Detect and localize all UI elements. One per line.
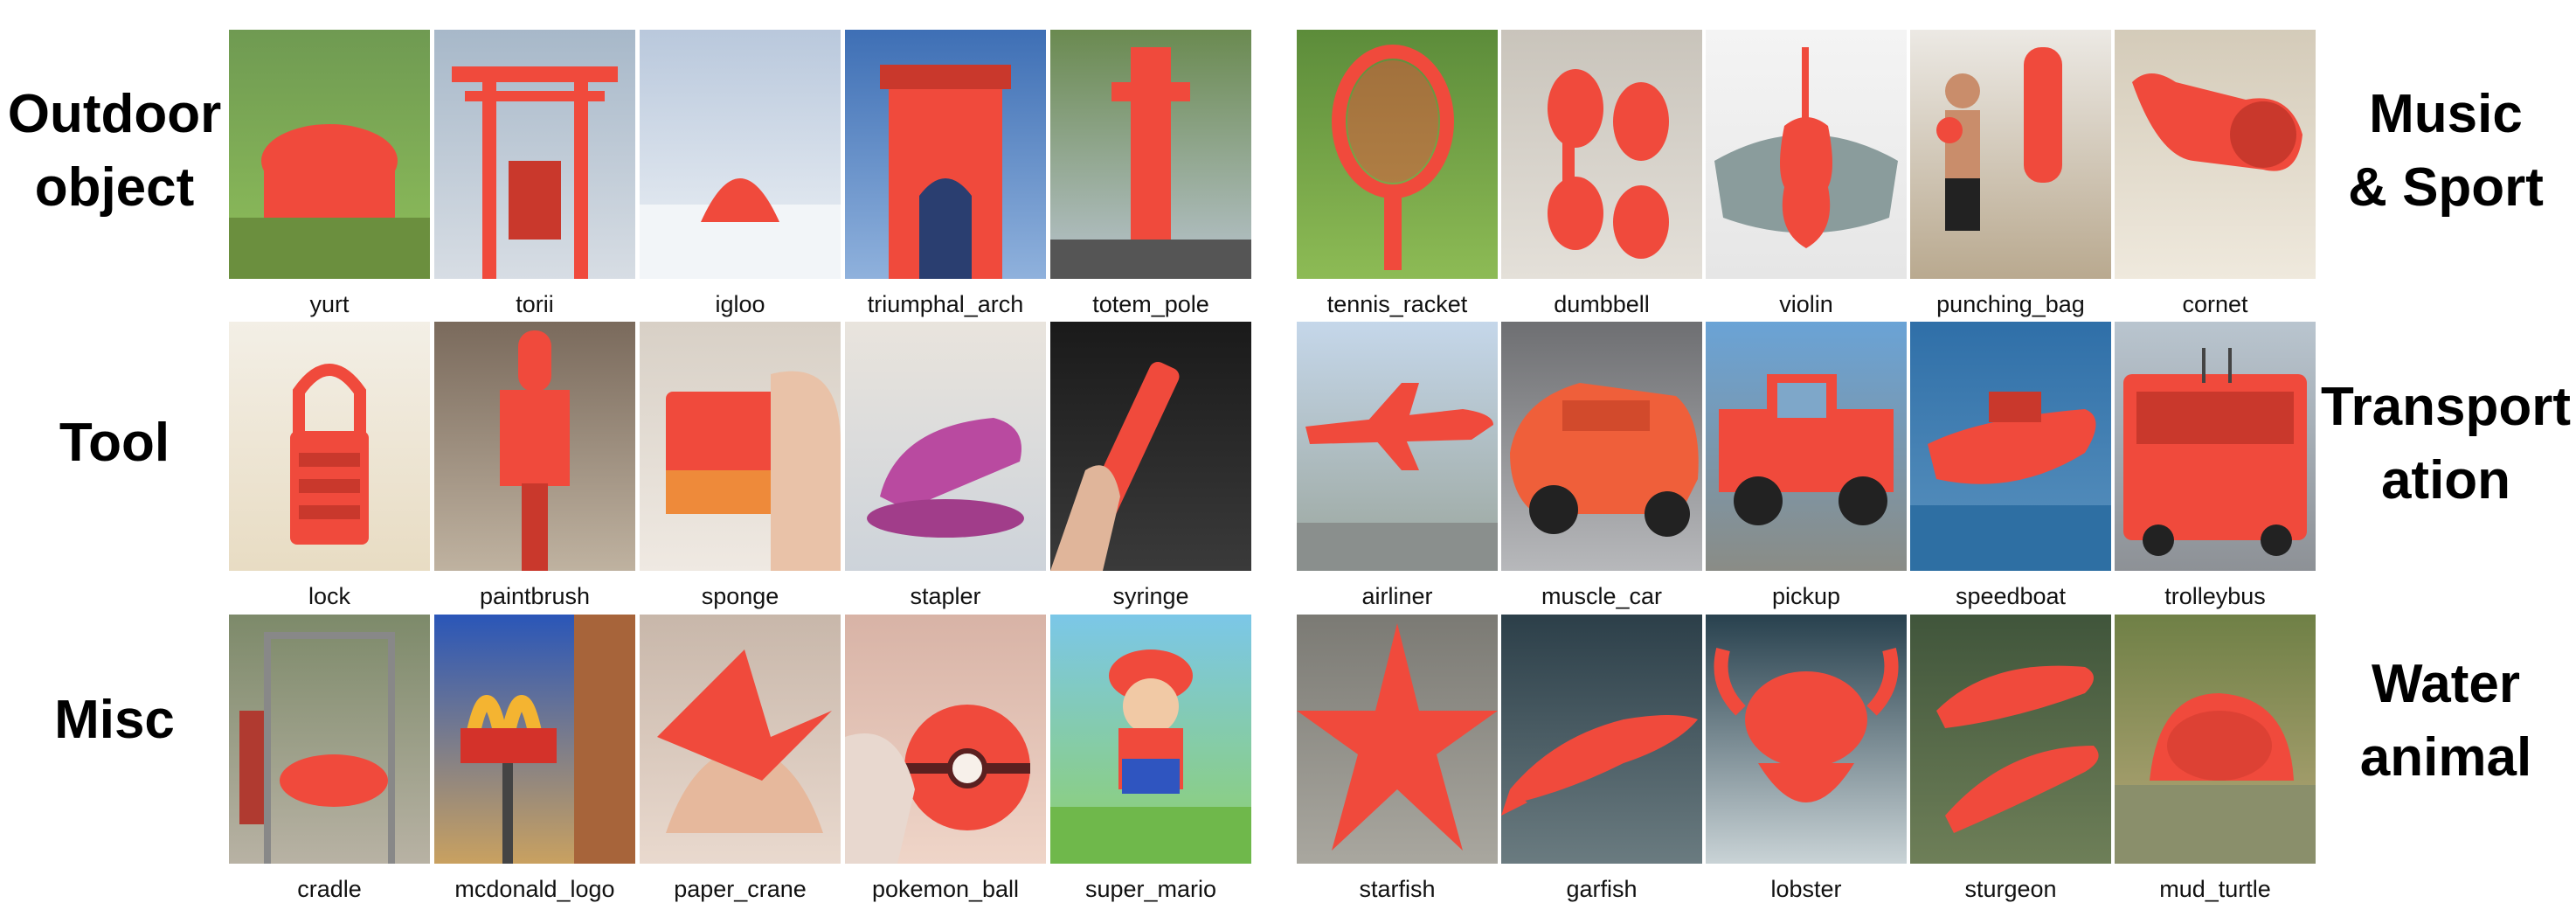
- image-thumbnail: [1910, 30, 2111, 279]
- category-label-music-sport: Music & Sport: [2348, 84, 2544, 218]
- image-thumbnail: [2115, 30, 2316, 279]
- image-caption: super_mario: [1084, 876, 1217, 902]
- image-thumbnail: [434, 615, 635, 864]
- image-caption: violin: [1779, 291, 1833, 317]
- image-thumbnail: [229, 615, 430, 864]
- image-caption: garfish: [1566, 876, 1638, 902]
- category-label-outdoor-object: Outdoor object: [7, 84, 222, 218]
- image-tile: super_mario: [1050, 615, 1251, 903]
- image-tile: sponge: [640, 322, 841, 610]
- image-caption: syringe: [1112, 583, 1189, 609]
- image-thumbnail: [434, 30, 635, 279]
- image-tile: trolleybus: [2115, 322, 2316, 610]
- image-tile: punching_bag: [1910, 30, 2111, 318]
- image-caption: sponge: [701, 583, 779, 609]
- image-tile: paper_crane: [640, 615, 841, 903]
- image-caption: stapler: [910, 583, 981, 609]
- image-tile: igloo: [640, 30, 841, 318]
- image-caption: yurt: [309, 291, 350, 317]
- image-tile: triumphal_arch: [845, 30, 1046, 318]
- image-thumbnail: [640, 30, 841, 279]
- image-tile: tennis_racket: [1297, 30, 1498, 318]
- image-tile: starfish: [1297, 615, 1498, 903]
- image-caption: punching_bag: [1936, 291, 2085, 317]
- category-label-water-animal: Water animal: [2359, 654, 2532, 788]
- image-tile: mud_turtle: [2115, 615, 2316, 903]
- image-tile: cornet: [2115, 30, 2316, 318]
- image-caption: muscle_car: [1541, 583, 1663, 609]
- image-caption: starfish: [1359, 876, 1436, 902]
- image-caption: lobster: [1770, 876, 1842, 902]
- image-caption: mud_turtle: [2159, 876, 2271, 902]
- image-caption: igloo: [715, 291, 765, 317]
- image-thumbnail: [1297, 30, 1498, 279]
- image-thumbnail: [845, 322, 1046, 571]
- image-caption: trolleybus: [2164, 583, 2266, 609]
- image-thumbnail: [845, 615, 1046, 864]
- image-caption: cornet: [2182, 291, 2248, 317]
- image-tile: cradle: [229, 615, 430, 903]
- image-thumbnail: [229, 30, 430, 279]
- image-caption: cradle: [297, 876, 362, 902]
- image-caption: totem_pole: [1092, 291, 1209, 317]
- image-caption: speedboat: [1955, 583, 2067, 609]
- image-tile: torii: [434, 30, 635, 318]
- image-caption: torii: [516, 291, 554, 317]
- image-tile: airliner: [1297, 322, 1498, 610]
- image-tile: pickup: [1706, 322, 1907, 610]
- image-thumbnail: [1706, 30, 1907, 279]
- image-thumbnail: [1297, 615, 1498, 864]
- image-thumbnail: [1050, 322, 1251, 571]
- image-caption: pickup: [1771, 583, 1841, 609]
- image-tile: yurt: [229, 30, 430, 318]
- image-thumbnail: [1501, 322, 1702, 571]
- image-thumbnail: [1050, 615, 1251, 864]
- image-tile: pokemon_ball: [845, 615, 1046, 903]
- image-thumbnail: [1910, 322, 2111, 571]
- image-thumbnail: [229, 322, 430, 571]
- image-caption: dumbbell: [1554, 291, 1650, 317]
- image-tile: garfish: [1501, 615, 1702, 903]
- image-thumbnail: [1501, 615, 1702, 864]
- image-tile: muscle_car: [1501, 322, 1702, 610]
- image-thumbnail: [640, 615, 841, 864]
- image-caption: paintbrush: [479, 583, 591, 609]
- category-label-tool: Tool: [59, 413, 170, 473]
- image-tile: mcdonald_logo: [434, 615, 635, 903]
- image-caption: airliner: [1361, 583, 1433, 609]
- image-tile: lobster: [1706, 615, 1907, 903]
- image-tile: violin: [1706, 30, 1907, 318]
- image-caption: pokemon_ball: [871, 876, 1020, 902]
- image-thumbnail: [845, 30, 1046, 279]
- image-caption: sturgeon: [1964, 876, 2057, 902]
- image-thumbnail: [2115, 322, 2316, 571]
- image-tile: dumbbell: [1501, 30, 1702, 318]
- image-tile: paintbrush: [434, 322, 635, 610]
- category-label-transportation: Transport ation: [2321, 377, 2571, 511]
- image-tile: totem_pole: [1050, 30, 1251, 318]
- image-caption: paper_crane: [674, 876, 807, 902]
- image-thumbnail: [1050, 30, 1251, 279]
- category-label-misc: Misc: [54, 690, 175, 750]
- image-caption: tennis_racket: [1326, 291, 1468, 317]
- image-caption: triumphal_arch: [867, 291, 1024, 317]
- image-thumbnail: [1706, 615, 1907, 864]
- image-thumbnail: [640, 322, 841, 571]
- image-tile: syringe: [1050, 322, 1251, 610]
- image-tile: speedboat: [1910, 322, 2111, 610]
- image-tile: sturgeon: [1910, 615, 2111, 903]
- image-tile: stapler: [845, 322, 1046, 610]
- image-thumbnail: [2115, 615, 2316, 864]
- image-tile: lock: [229, 322, 430, 610]
- image-thumbnail: [1297, 322, 1498, 571]
- image-thumbnail: [1706, 322, 1907, 571]
- image-caption: mcdonald_logo: [454, 876, 615, 902]
- image-thumbnail: [434, 322, 635, 571]
- image-thumbnail: [1910, 615, 2111, 864]
- image-thumbnail: [1501, 30, 1702, 279]
- image-caption: lock: [308, 583, 350, 609]
